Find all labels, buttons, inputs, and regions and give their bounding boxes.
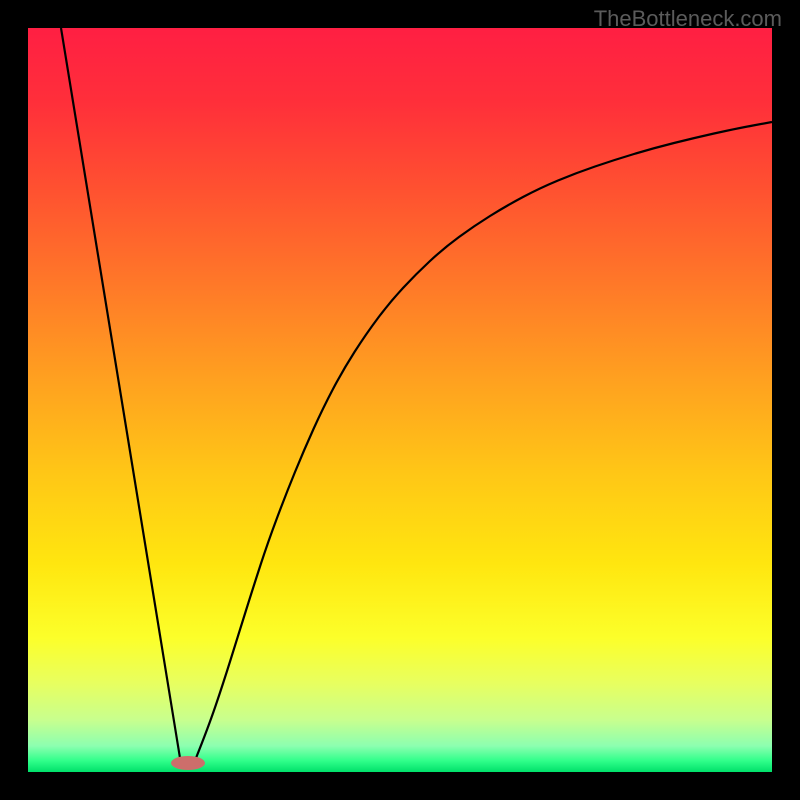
chart-plot-area	[28, 28, 772, 772]
watermark-text: TheBottleneck.com	[594, 6, 782, 32]
bottleneck-marker	[171, 756, 205, 770]
gradient-background	[28, 28, 772, 772]
bottleneck-chart	[28, 28, 772, 772]
